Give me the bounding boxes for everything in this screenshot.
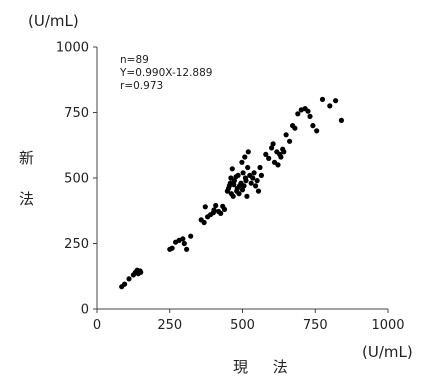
data-point — [243, 178, 249, 184]
y-tick-label: 750 — [64, 106, 89, 121]
stats-annotation: n=89 Y=0.990X-12.889 r=0.973 — [119, 54, 212, 92]
y-axis-label-char-2: 法 — [19, 190, 34, 208]
data-point — [188, 233, 194, 239]
data-point — [169, 245, 175, 251]
data-point — [221, 206, 228, 212]
data-point — [253, 183, 259, 189]
data-point — [327, 103, 333, 109]
x-tick-label: 0 — [93, 318, 101, 333]
data-point — [231, 182, 237, 188]
data-point — [263, 151, 269, 157]
data-point — [287, 138, 293, 144]
data-point — [333, 98, 339, 104]
data-point — [236, 191, 242, 197]
data-point — [239, 159, 245, 165]
stat-n: n=89 — [120, 54, 149, 66]
data-point — [202, 204, 208, 210]
data-point — [122, 281, 128, 287]
stat-regression: Y=0.990X-12.889 — [119, 67, 212, 79]
x-unit-label: (U/mL) — [362, 343, 413, 361]
data-point — [310, 123, 316, 129]
data-point — [230, 193, 236, 199]
data-point — [307, 113, 313, 119]
y-tick-label: 0 — [81, 303, 89, 318]
data-point — [295, 111, 301, 117]
data-point — [270, 141, 276, 147]
stat-r: r=0.973 — [120, 80, 163, 92]
data-point — [338, 117, 344, 123]
data-point — [181, 240, 187, 247]
x-tick-label: 500 — [230, 318, 255, 333]
data-point — [254, 178, 260, 184]
data-point — [201, 219, 207, 226]
y-tick-label: 500 — [64, 172, 89, 187]
y-axis-label-char-1: 新 — [19, 149, 34, 167]
y-ticks: 0 250 500 750 1000 — [56, 41, 97, 318]
data-point — [235, 172, 241, 178]
y-unit-label: (U/mL) — [28, 12, 79, 30]
data-point — [239, 187, 246, 193]
data-point — [231, 178, 237, 184]
data-point — [281, 149, 287, 155]
data-point — [138, 269, 144, 275]
data-point — [250, 175, 256, 181]
data-point — [244, 193, 250, 199]
data-point — [240, 170, 246, 176]
data-point — [245, 149, 251, 155]
data-point — [180, 236, 186, 242]
data-point — [266, 155, 272, 161]
x-tick-label: 1000 — [371, 318, 404, 333]
x-tick-label: 250 — [157, 318, 182, 333]
data-point — [242, 154, 248, 160]
data-point — [258, 172, 264, 178]
data-point — [211, 207, 217, 213]
data-point — [126, 276, 132, 282]
data-point — [257, 164, 263, 171]
data-point — [305, 108, 311, 114]
data-point — [314, 128, 320, 134]
data-point — [292, 125, 298, 131]
data-point — [275, 162, 281, 168]
data-point — [248, 180, 254, 186]
data-point — [184, 246, 190, 252]
data-point — [213, 202, 219, 209]
data-point — [319, 96, 326, 102]
data-point — [251, 170, 257, 176]
x-ticks: 0 250 500 750 1000 — [93, 309, 405, 333]
y-tick-label: 250 — [64, 237, 89, 252]
plot-area: 0 250 500 750 1000 0 250 500 750 1000 — [56, 41, 405, 334]
data-point — [269, 145, 275, 151]
data-point — [245, 164, 251, 171]
data-point — [278, 154, 284, 160]
x-axis-label: 現 法 — [233, 358, 298, 376]
y-tick-label: 1000 — [56, 41, 89, 56]
data-points — [119, 96, 344, 290]
data-point — [218, 210, 224, 216]
x-tick-label: 750 — [303, 318, 328, 333]
data-point — [229, 166, 235, 172]
data-point — [283, 132, 289, 138]
data-point — [255, 188, 262, 194]
data-point — [241, 183, 247, 189]
